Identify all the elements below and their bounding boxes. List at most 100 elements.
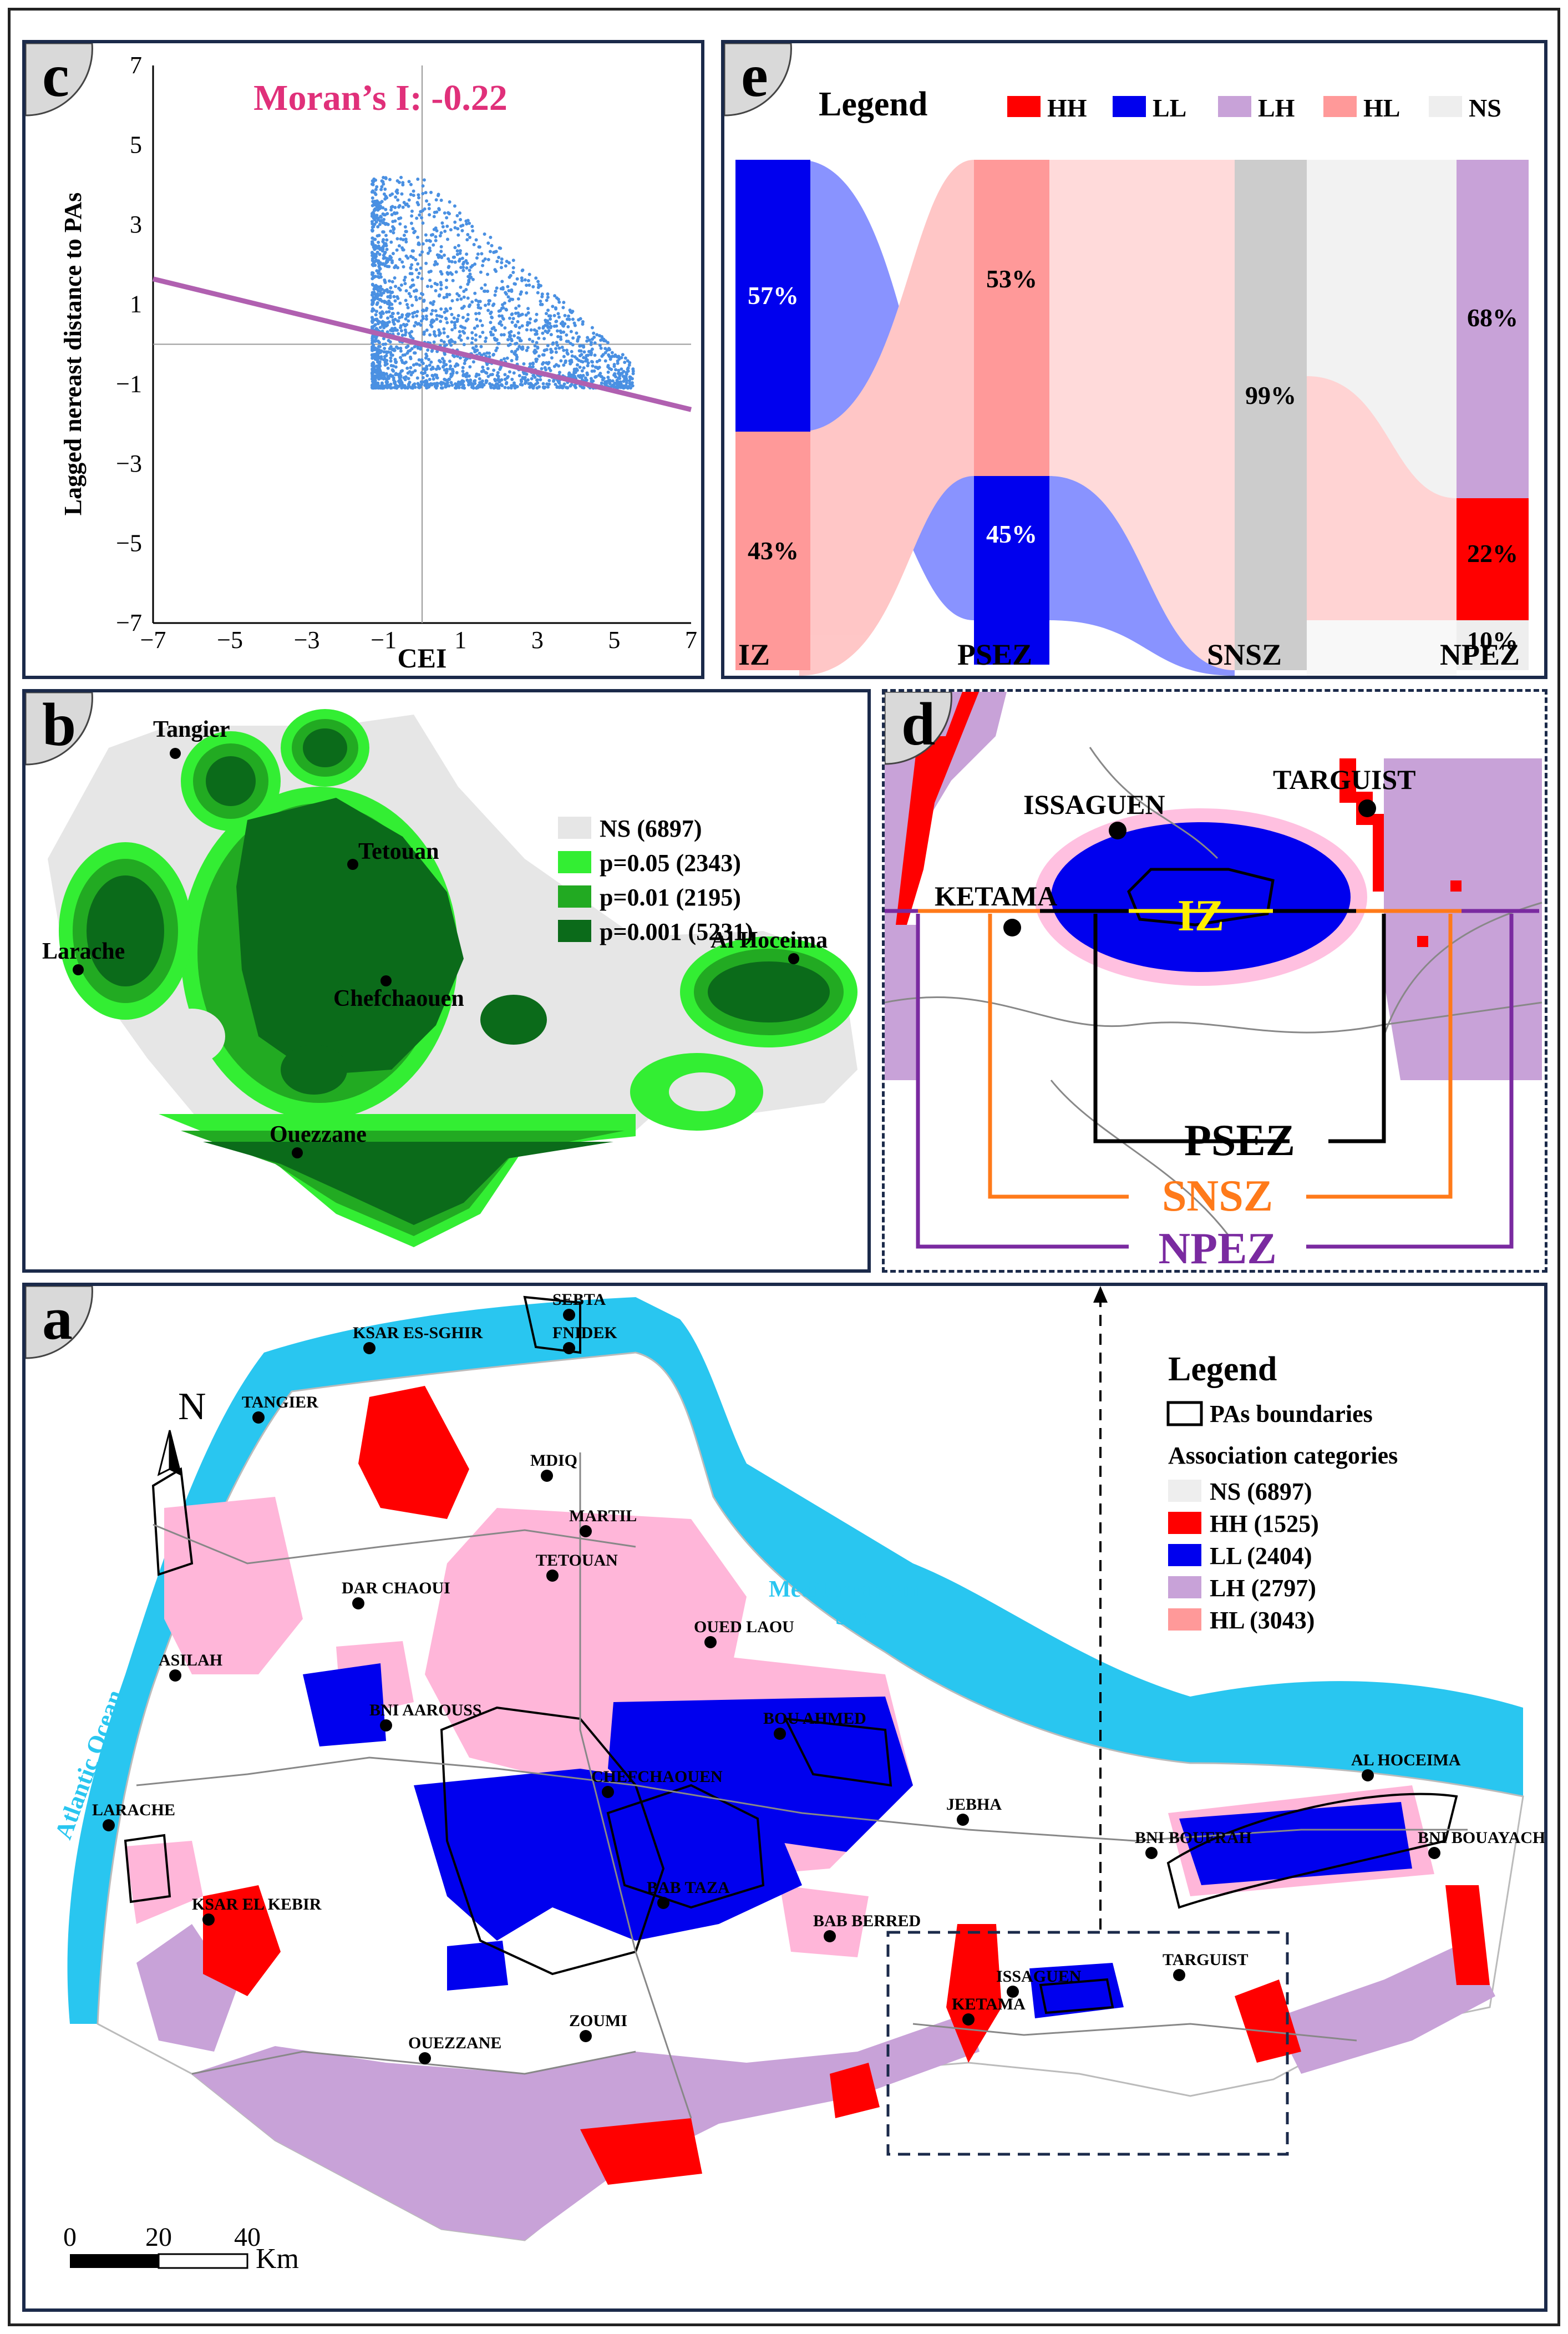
scatter-point <box>422 298 426 302</box>
scatter-point <box>444 286 448 290</box>
scatter-point <box>479 381 483 384</box>
y-tick-label: 1 <box>130 291 142 318</box>
scatter-point <box>465 238 469 242</box>
scatter-point <box>428 239 432 243</box>
scatter-point <box>578 365 582 369</box>
scatter-point <box>486 257 490 261</box>
scatter-point <box>586 364 590 368</box>
scatter-point <box>467 305 471 308</box>
city-point <box>1362 1769 1374 1781</box>
scatter-point <box>429 270 433 274</box>
scatter-point <box>392 348 396 352</box>
scatter-point <box>493 378 497 382</box>
scatter-point <box>556 335 560 338</box>
scatter-point <box>551 305 555 308</box>
scatter-point <box>492 250 496 254</box>
scatter-point <box>541 331 545 335</box>
scatter-point <box>411 227 415 231</box>
legend-swatch <box>1168 1480 1201 1502</box>
scatter-point <box>383 197 387 201</box>
scatter-point <box>374 364 378 368</box>
scatter-point <box>458 249 462 253</box>
scatter-point <box>620 356 623 360</box>
scatter-point <box>371 257 375 261</box>
scatter-point <box>577 335 581 339</box>
scatter-point <box>427 385 431 389</box>
scatter-point <box>455 249 459 253</box>
scatter-point <box>476 300 480 303</box>
scatter-point <box>421 221 425 225</box>
scatter-point <box>428 246 432 250</box>
scatter-point <box>562 301 566 305</box>
scatter-point <box>598 372 602 376</box>
scatter-point <box>425 317 429 321</box>
scatter-point <box>457 336 461 340</box>
scatter-point <box>477 245 481 249</box>
scatter-point <box>434 309 438 313</box>
scatter-point <box>510 384 514 388</box>
scatter-point <box>543 366 547 369</box>
panel-letter-tab <box>24 691 93 766</box>
panel-letter-e: e <box>741 43 768 109</box>
scatter-point <box>419 266 423 270</box>
scatter-point <box>442 331 446 335</box>
scatter-point <box>413 324 417 328</box>
scatter-point <box>522 362 526 366</box>
scatter-point <box>456 314 460 318</box>
scatter-point <box>514 282 517 286</box>
scatter-point <box>476 303 480 307</box>
scale-unit: Km <box>256 2243 299 2275</box>
scatter-point <box>407 292 411 296</box>
scatter-point <box>379 215 383 219</box>
scatter-point <box>384 377 388 381</box>
scatter-point <box>436 364 440 368</box>
scatter-point <box>495 382 499 386</box>
scatter-point <box>396 319 400 323</box>
scatter-point <box>473 382 477 386</box>
scatter-point <box>425 199 429 203</box>
scatter-point <box>388 296 392 300</box>
scatter-point <box>461 224 465 227</box>
scatter-point <box>459 356 463 360</box>
scatter-point <box>385 351 389 355</box>
scatter-point <box>611 379 615 383</box>
scatter-point <box>459 266 463 270</box>
scatter-point <box>631 369 635 373</box>
scatter-point <box>371 347 375 351</box>
scatter-point <box>459 338 463 342</box>
scatter-point <box>396 266 400 270</box>
scatter-point <box>614 368 618 372</box>
scatter-point <box>444 343 448 347</box>
city-point <box>602 1786 614 1798</box>
scatter-point <box>586 361 590 365</box>
scatter-point <box>549 368 552 372</box>
scatter-point <box>493 293 497 297</box>
scatter-point <box>461 383 465 387</box>
scatter-point <box>439 199 443 202</box>
scatter-point <box>487 299 491 303</box>
scatter-point <box>420 277 424 281</box>
scatter-point <box>375 214 379 217</box>
scatter-point <box>416 177 420 181</box>
scatter-point <box>390 259 394 263</box>
scatter-point <box>481 264 485 267</box>
scatter-point <box>376 372 380 376</box>
scatter-point <box>492 352 496 356</box>
city-label: KSAR EL KEBIR <box>192 1895 322 1913</box>
scatter-point <box>533 351 537 355</box>
scatter-point <box>595 366 598 369</box>
scatter-point <box>385 238 389 242</box>
scatter-point <box>560 346 564 350</box>
scatter-point <box>412 351 416 355</box>
scatter-point <box>631 372 635 376</box>
scatter-point <box>405 386 409 390</box>
city-label: BOU AHMED <box>763 1709 866 1728</box>
city-label: ASILAH <box>159 1651 222 1669</box>
scatter-point <box>625 381 628 384</box>
scatter-point <box>383 188 387 191</box>
city-point <box>363 1342 375 1354</box>
scatter-point <box>379 305 383 309</box>
scatter-point <box>562 363 566 367</box>
scatter-point <box>409 221 413 225</box>
city-point <box>546 1569 559 1582</box>
